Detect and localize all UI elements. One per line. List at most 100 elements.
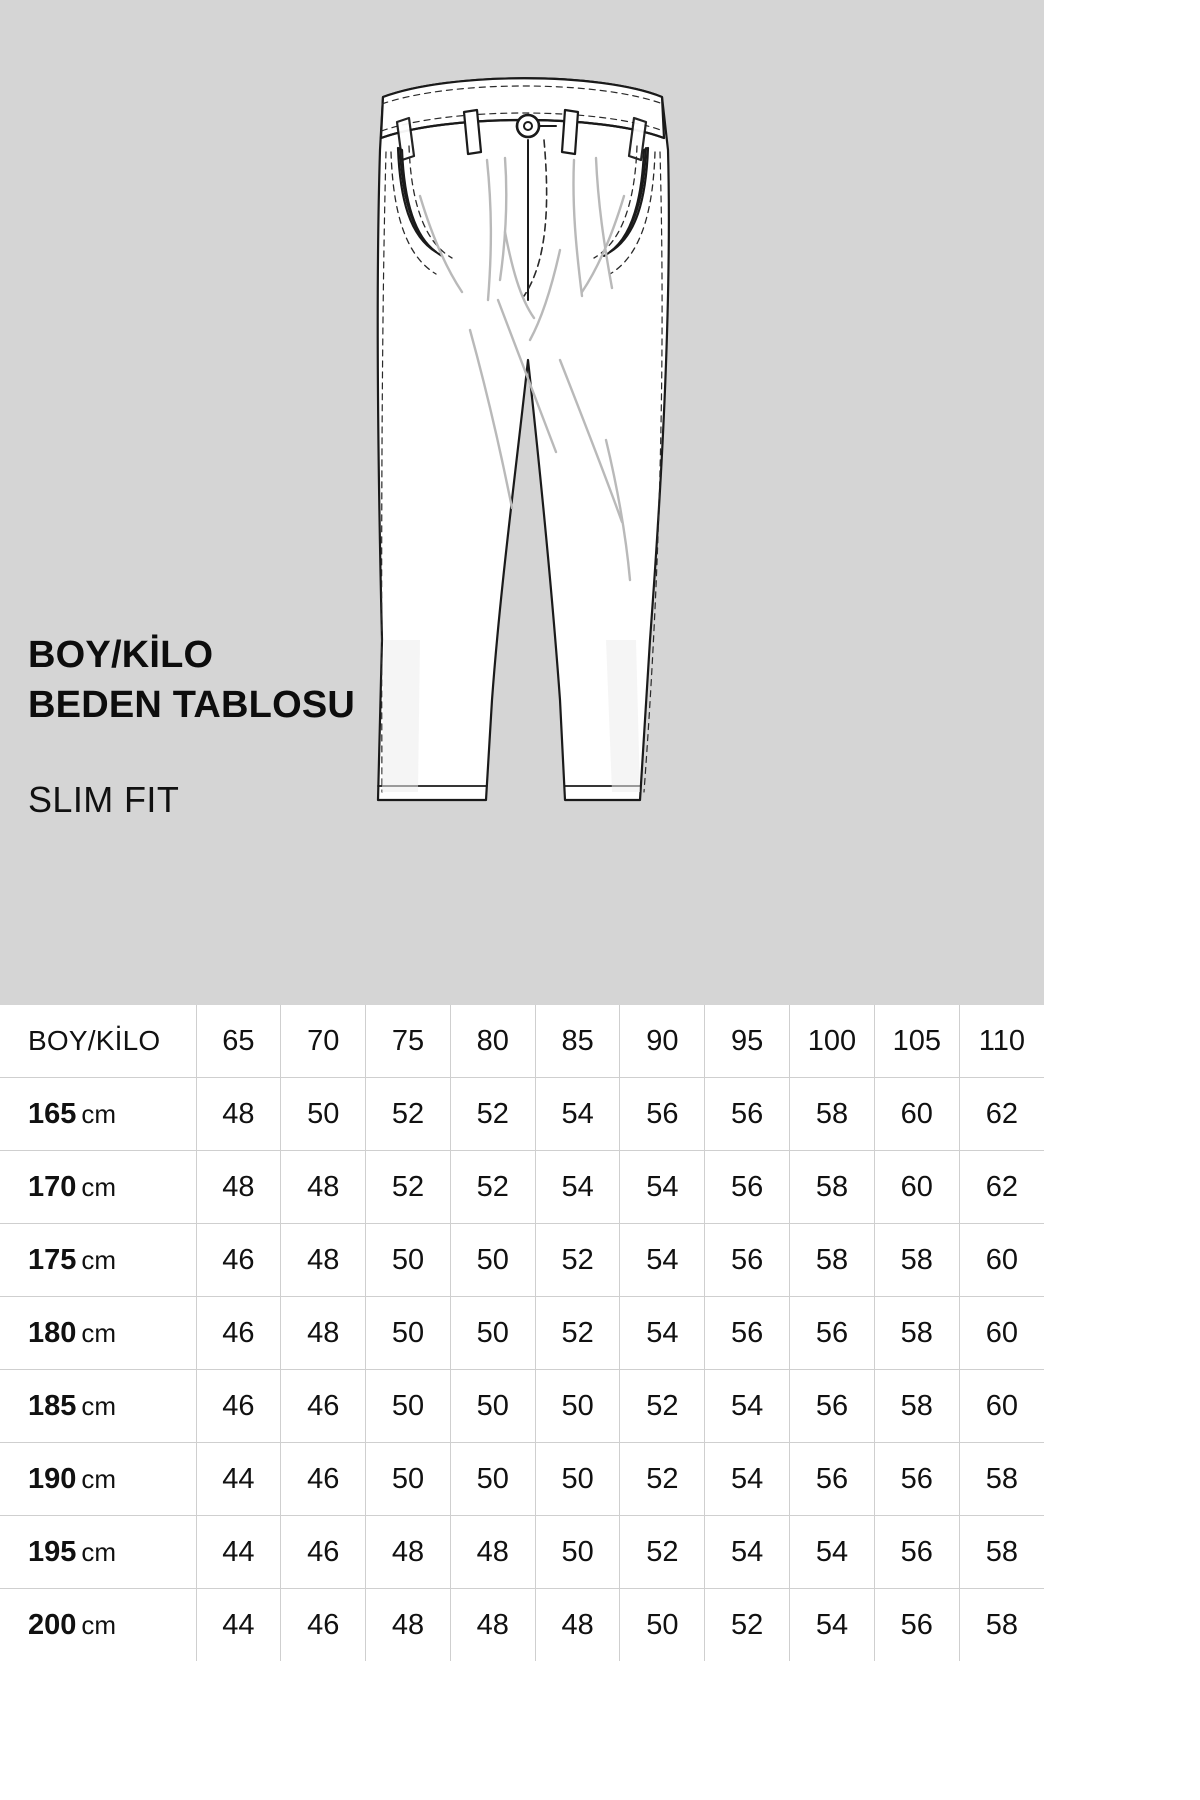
fit-subtitle: SLIM FIT xyxy=(28,779,180,821)
cell-165-85: 54 xyxy=(535,1077,621,1151)
cell-180-80: 50 xyxy=(450,1296,536,1370)
cell-195-100: 54 xyxy=(789,1515,875,1589)
cell-170-70: 48 xyxy=(280,1150,367,1224)
header-weight-85: 85 xyxy=(535,1005,621,1078)
table-row: 170 cm 48 48 52 52 54 54 56 58 60 62 xyxy=(0,1150,1044,1224)
row-height-value: 190 xyxy=(28,1462,77,1495)
row-height-unit: cm xyxy=(81,1098,117,1129)
table-row: 165 cm 48 50 52 52 54 56 56 58 60 62 xyxy=(0,1077,1044,1151)
cell-165-110: 62 xyxy=(959,1077,1044,1151)
cell-175-105: 58 xyxy=(874,1223,960,1297)
header-weight-90: 90 xyxy=(619,1005,706,1078)
header-weight-75: 75 xyxy=(365,1005,451,1078)
cell-175-110: 60 xyxy=(959,1223,1044,1297)
cell-165-70: 50 xyxy=(280,1077,367,1151)
cell-190-110: 58 xyxy=(959,1442,1044,1516)
table-row: 190 cm 44 46 50 50 50 52 54 56 56 58 xyxy=(0,1442,1044,1516)
cell-175-80: 50 xyxy=(450,1223,536,1297)
hero-titles: BOY/KİLO BEDEN TABLOSU SLIM FIT xyxy=(28,630,355,822)
cell-175-75: 50 xyxy=(365,1223,451,1297)
cell-165-95: 56 xyxy=(704,1077,791,1151)
cell-170-75: 52 xyxy=(365,1150,451,1224)
row-label-175: 175 cm xyxy=(0,1223,197,1297)
table-header: BOY/KİLO 65 70 75 80 85 90 95 100 105 11… xyxy=(0,1005,1044,1078)
row-height-unit: cm xyxy=(81,1463,117,1494)
cell-185-70: 46 xyxy=(280,1369,367,1443)
header-weight-65: 65 xyxy=(196,1005,282,1078)
cell-180-95: 56 xyxy=(704,1296,791,1370)
cell-200-110: 58 xyxy=(985,1608,1018,1641)
row-label-165: 165 cm xyxy=(0,1077,197,1151)
cell-170-95: 56 xyxy=(704,1150,791,1224)
cell-185-85: 50 xyxy=(535,1369,621,1443)
row-height-unit: cm xyxy=(81,1171,117,1202)
cell-190-85: 50 xyxy=(535,1442,621,1516)
cell-195-65: 44 xyxy=(196,1515,282,1589)
table-row: 180 cm 46 48 50 50 52 54 56 56 58 60 xyxy=(0,1296,1044,1370)
cell-165-75: 52 xyxy=(365,1077,451,1151)
row-height-unit: cm xyxy=(81,1609,117,1640)
header-corner-label: BOY/KİLO xyxy=(0,1005,197,1078)
cell-200-70: 46 xyxy=(280,1588,367,1661)
row-height-value: 185 xyxy=(28,1389,77,1422)
cell-180-110: 60 xyxy=(959,1296,1044,1370)
cell-170-110: 62 xyxy=(959,1150,1044,1224)
row-height-value: 165 xyxy=(28,1097,77,1130)
cell-180-90: 54 xyxy=(619,1296,706,1370)
cell-200-75: 48 xyxy=(365,1588,451,1661)
hero-section: BOY/KİLO BEDEN TABLOSU SLIM FIT xyxy=(0,0,1044,1005)
cell-170-85: 54 xyxy=(535,1150,621,1224)
cell-180-85: 52 xyxy=(535,1296,621,1370)
row-height-value: 200 xyxy=(28,1608,77,1641)
cell-185-100: 56 xyxy=(789,1369,875,1443)
row-label-190: 190 cm xyxy=(0,1442,197,1516)
row-height-value: 175 xyxy=(28,1243,77,1276)
cell-185-105: 58 xyxy=(874,1369,960,1443)
cell-180-105: 58 xyxy=(874,1296,960,1370)
cell-195-75: 48 xyxy=(365,1515,451,1589)
cell-170-100: 58 xyxy=(789,1150,875,1224)
cell-190-80: 50 xyxy=(450,1442,536,1516)
cell-195-110: 58 xyxy=(959,1515,1044,1589)
header-weight-95: 95 xyxy=(704,1005,791,1078)
cell-170-80: 52 xyxy=(450,1150,536,1224)
cell-190-100: 56 xyxy=(789,1442,875,1516)
cell-195-85: 50 xyxy=(535,1515,621,1589)
cell-200-85: 48 xyxy=(535,1588,621,1661)
cell-175-65: 46 xyxy=(196,1223,282,1297)
page-title: BOY/KİLO BEDEN TABLOSU xyxy=(28,634,356,727)
row-height-unit: cm xyxy=(81,1317,117,1348)
header-weight-80: 80 xyxy=(450,1005,536,1078)
row-label-185: 185 cm xyxy=(0,1369,197,1443)
table-body: 165 cm 48 50 52 52 54 56 56 58 60 62 170 c… xyxy=(0,1077,1044,1661)
cell-165-90: 56 xyxy=(619,1077,706,1151)
row-height-value: 180 xyxy=(28,1316,77,1349)
row-height-value: 195 xyxy=(28,1535,77,1568)
cell-180-65: 46 xyxy=(196,1296,282,1370)
row-label-200: 200 cm xyxy=(0,1588,197,1661)
cell-165-80: 52 xyxy=(450,1077,536,1151)
cell-190-70: 46 xyxy=(280,1442,367,1516)
cell-200-80: 48 xyxy=(450,1588,536,1661)
header-weight-100: 100 xyxy=(789,1005,875,1078)
cell-200-90: 50 xyxy=(619,1588,706,1661)
cell-175-90: 54 xyxy=(619,1223,706,1297)
row-height-value: 170 xyxy=(28,1170,77,1203)
cell-185-110: 60 xyxy=(959,1369,1044,1443)
cell-185-75: 50 xyxy=(365,1369,451,1443)
cell-170-65: 48 xyxy=(196,1150,282,1224)
cell-195-70: 46 xyxy=(280,1515,367,1589)
cell-190-75: 50 xyxy=(365,1442,451,1516)
trousers-illustration xyxy=(376,77,670,802)
cell-170-105: 60 xyxy=(874,1150,960,1224)
cell-180-70: 48 xyxy=(280,1296,367,1370)
header-weight-105: 105 xyxy=(874,1005,960,1078)
cell-180-100: 56 xyxy=(789,1296,875,1370)
cell-200-65: 44 xyxy=(196,1588,282,1661)
header-weight-110: 110 xyxy=(959,1005,1044,1078)
cell-195-105: 56 xyxy=(874,1515,960,1589)
cell-190-65: 44 xyxy=(196,1442,282,1516)
size-table-container: BOY/KİLO 65 70 75 80 85 90 95 100 105 11… xyxy=(0,1005,1044,1661)
header-row: BOY/KİLO 65 70 75 80 85 90 95 100 105 11… xyxy=(0,1005,1044,1078)
row-label-195: 195 cm xyxy=(0,1515,197,1589)
